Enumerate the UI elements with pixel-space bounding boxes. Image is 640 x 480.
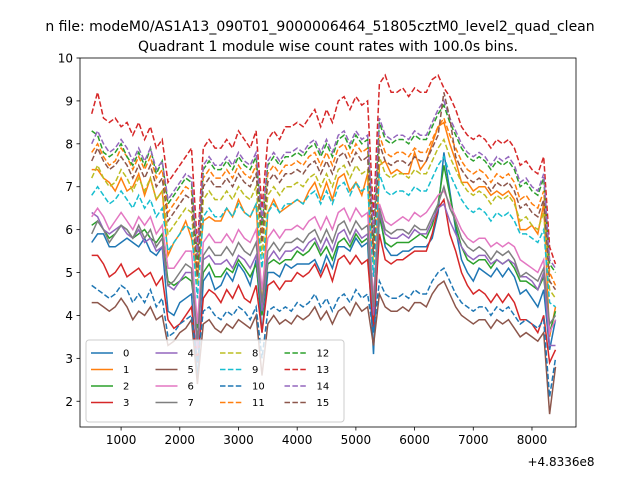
legend-label-14: 14: [317, 382, 330, 393]
y-tick-label: 4: [65, 309, 73, 323]
legend-label-11: 11: [252, 398, 265, 409]
x-tick-label: 8000: [517, 433, 548, 447]
series-line-0: [91, 152, 557, 380]
x-tick-label: 2000: [165, 433, 196, 447]
x-offset-label: +4.8336e8: [527, 455, 594, 469]
legend-label-12: 12: [317, 349, 330, 360]
series-line-15: [91, 92, 557, 291]
y-tick-label: 10: [58, 52, 73, 66]
series-line-3: [91, 197, 557, 366]
legend-box: [85, 339, 345, 423]
axes-frame: [79, 57, 577, 428]
series-line-4: [91, 202, 556, 350]
legend-label-7: 7: [188, 398, 194, 409]
legend-label-3: 3: [123, 398, 129, 409]
y-tick-label: 7: [65, 180, 73, 194]
x-tick-label: 7000: [458, 433, 489, 447]
y-tick-label: 8: [65, 137, 73, 151]
series-line-13: [90, 73, 557, 265]
legend-label-8: 8: [252, 349, 258, 360]
axes: 1000 2000 3000 4000 5000 6000 7000 8000 2 3 4 5 6 7 8 9…: [58, 52, 577, 447]
chart-title: Quadrant 1 module wise count rates with …: [138, 39, 518, 55]
series-line-6: [91, 189, 557, 336]
y-tick-label: 3: [65, 352, 73, 366]
y-tick-label: 5: [65, 266, 73, 280]
figure-suptitle: n file: modeM0/AS1A13_090T01_9000006464_…: [45, 19, 594, 35]
series-line-7: [91, 184, 557, 342]
legend-label-0: 0: [123, 349, 129, 360]
legend-label-2: 2: [123, 382, 129, 393]
x-tick-label: 5000: [341, 433, 372, 447]
legend-label-13: 13: [317, 365, 330, 376]
plot-area: [90, 73, 557, 415]
legend-label-6: 6: [188, 382, 194, 393]
series-line-2: [91, 165, 557, 333]
series-line-14: [91, 99, 557, 269]
legend-label-15: 15: [317, 398, 330, 409]
x-tick-label: 6000: [399, 433, 430, 447]
series-line-12: [91, 103, 557, 273]
legend-label-9: 9: [252, 365, 258, 376]
series-line-1: [91, 121, 557, 338]
x-tick-label: 3000: [223, 433, 254, 447]
series-line-11: [91, 116, 557, 286]
legend-label-10: 10: [252, 382, 265, 393]
y-tick-label: 2: [65, 395, 73, 409]
x-tick-label: 4000: [282, 433, 313, 447]
y-tick-label: 9: [65, 94, 73, 108]
x-tick-label: 1000: [106, 433, 137, 447]
legend-label-1: 1: [123, 365, 129, 376]
legend-label-5: 5: [188, 365, 194, 376]
legend-label-4: 4: [188, 349, 194, 360]
y-tick-label: 6: [65, 223, 73, 237]
series-line-10: [91, 267, 557, 398]
series-line-8: [91, 137, 557, 299]
series-line-9: [91, 155, 556, 308]
